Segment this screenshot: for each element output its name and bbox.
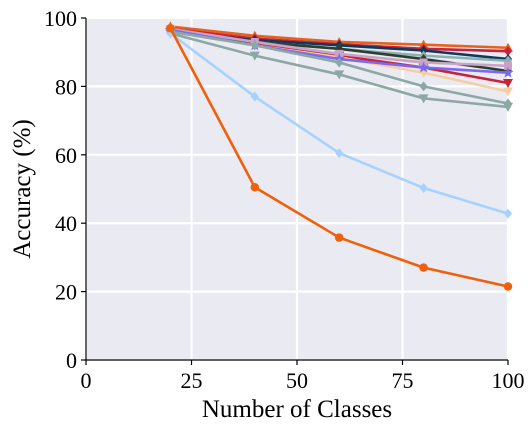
data-point <box>503 282 513 291</box>
y-tick-label: 40 <box>55 211 77 236</box>
data-point <box>503 87 513 97</box>
data-point <box>504 46 512 57</box>
data-point <box>417 61 430 73</box>
data-point <box>166 24 175 33</box>
data-point <box>419 182 428 193</box>
data-point <box>419 45 428 56</box>
data-point <box>503 102 513 112</box>
series-10 <box>166 26 512 109</box>
x-tick-labels: 0 25 50 75 100 <box>81 360 525 393</box>
data-point <box>250 183 260 192</box>
data-point <box>503 78 513 88</box>
x-tick-label: 75 <box>392 368 414 393</box>
data-point <box>504 61 512 70</box>
grid-lines <box>84 16 510 362</box>
y-tick-label: 100 <box>44 6 77 31</box>
data-point <box>418 94 429 104</box>
data-point <box>334 233 344 242</box>
y-axis-label: Accuracy (%) <box>9 119 36 259</box>
data-point <box>250 40 259 51</box>
y-tick-label: 20 <box>55 280 77 305</box>
x-tick-label: 25 <box>181 368 203 393</box>
data-point <box>419 81 428 92</box>
y-tick-label: 60 <box>55 143 77 168</box>
data-point <box>249 51 260 61</box>
data-point <box>504 208 512 219</box>
x-tick-label: 0 <box>81 368 92 393</box>
y-tick-label: 80 <box>55 74 77 99</box>
x-tick-label: 100 <box>492 368 525 393</box>
y-tick-labels: 0 20 40 60 80 100 <box>44 6 86 373</box>
data-point <box>419 263 428 272</box>
data-point <box>335 148 344 159</box>
data-point <box>335 57 344 68</box>
x-axis-label: Number of Classes <box>202 396 392 423</box>
series-layer <box>164 21 514 291</box>
y-tick-label: 0 <box>66 348 77 373</box>
data-point <box>334 70 345 80</box>
x-tick-label: 50 <box>286 368 308 393</box>
series-13 <box>166 24 513 291</box>
data-point <box>250 91 259 102</box>
data-point <box>502 66 514 78</box>
